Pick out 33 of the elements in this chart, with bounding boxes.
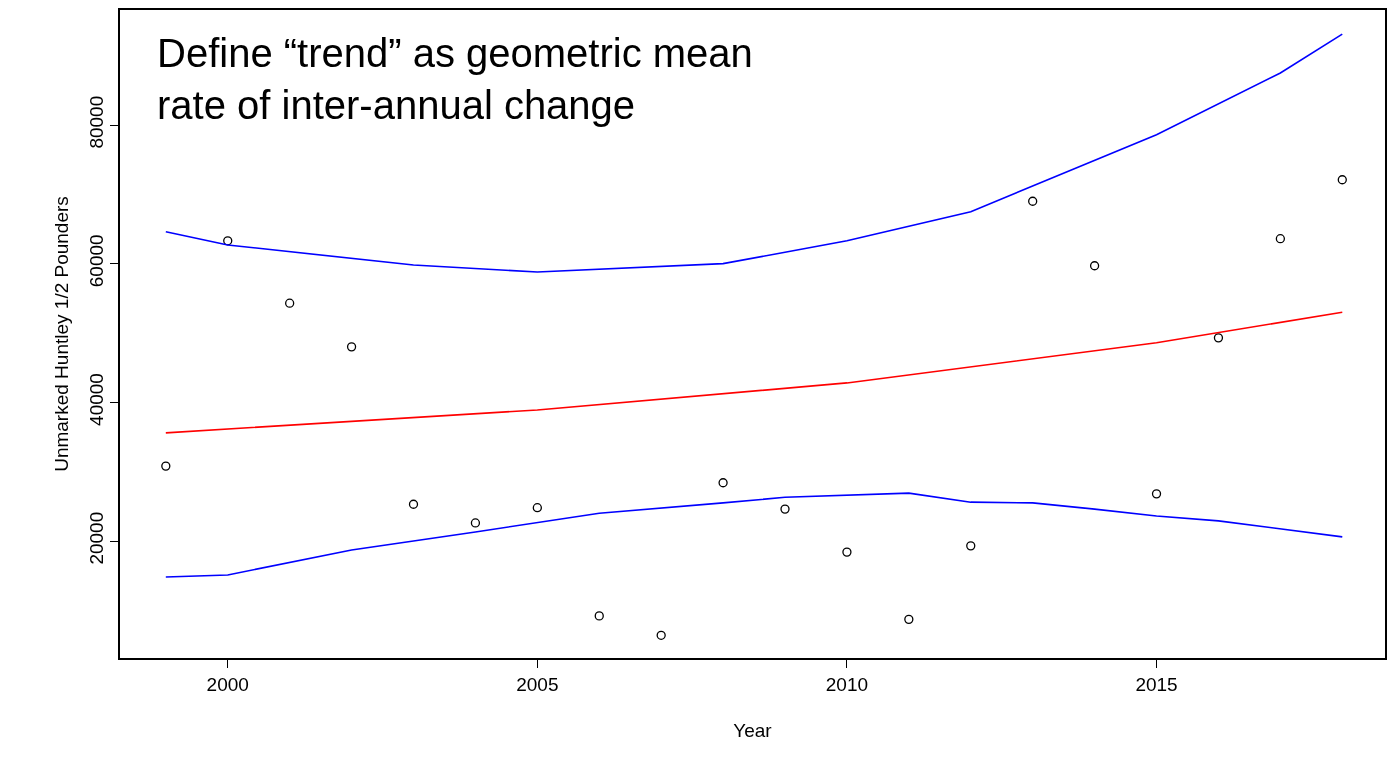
point [161,461,171,471]
point [1275,234,1286,244]
y-tick-label: 60000 [85,234,107,288]
x-tick-label: 2015 [1135,673,1178,695]
point [408,499,419,509]
point [1089,261,1100,271]
y-tick-label: 20000 [85,511,107,565]
point [1213,333,1224,343]
line-series [165,492,1344,578]
point [780,504,790,514]
point [1337,175,1347,185]
point [1151,489,1162,499]
point [470,518,481,528]
y-tick-label: 80000 [85,95,107,149]
y-tick-label: 40000 [85,373,107,426]
point [594,611,604,621]
x-tick-label: 2000 [206,673,249,695]
point [532,503,542,513]
point [656,630,666,640]
line-series [165,311,1344,434]
x-tick-label: 2010 [825,673,869,695]
point [904,614,914,624]
point [285,298,295,308]
point [223,236,233,246]
point [346,342,357,352]
annotation: Define “trend” as geometric mean rate of inter-annual change [157,31,753,127]
point [1028,196,1038,206]
point [718,478,728,488]
x-tick-label: 2005 [516,673,559,695]
x-axis-title: Year [733,719,773,741]
y-axis-title: Unmarked Huntley 1/2 Pounders [51,196,72,472]
point [842,547,852,557]
point [966,541,976,551]
